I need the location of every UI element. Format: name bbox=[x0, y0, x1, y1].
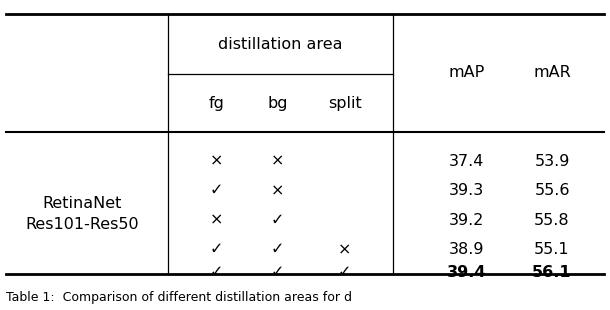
Text: ✓: ✓ bbox=[271, 242, 284, 257]
Text: bg: bg bbox=[267, 95, 288, 111]
Text: ×: × bbox=[338, 242, 351, 257]
Text: ✓: ✓ bbox=[338, 265, 351, 280]
Text: ✓: ✓ bbox=[271, 265, 284, 280]
Text: distillation area: distillation area bbox=[218, 37, 343, 52]
Text: split: split bbox=[328, 95, 362, 111]
Text: 56.1: 56.1 bbox=[533, 265, 572, 280]
Text: 39.2: 39.2 bbox=[449, 213, 484, 228]
Text: fg: fg bbox=[209, 95, 224, 111]
Text: 37.4: 37.4 bbox=[449, 154, 484, 169]
Text: ×: × bbox=[271, 183, 284, 198]
Text: ✓: ✓ bbox=[210, 183, 223, 198]
Text: 38.9: 38.9 bbox=[449, 242, 484, 257]
Text: 55.1: 55.1 bbox=[534, 242, 570, 257]
Text: ×: × bbox=[271, 154, 284, 169]
Text: ×: × bbox=[210, 154, 223, 169]
Text: ×: × bbox=[210, 213, 223, 228]
Text: 39.3: 39.3 bbox=[449, 183, 484, 198]
Text: mAP: mAP bbox=[448, 65, 485, 80]
Text: RetinaNet
Res101-Res50: RetinaNet Res101-Res50 bbox=[26, 196, 139, 232]
Text: mAR: mAR bbox=[533, 65, 571, 80]
Text: 39.4: 39.4 bbox=[447, 265, 486, 280]
Text: 55.8: 55.8 bbox=[534, 213, 570, 228]
Text: 53.9: 53.9 bbox=[534, 154, 570, 169]
Text: Table 1:  Comparison of different distillation areas for d: Table 1: Comparison of different distill… bbox=[6, 291, 352, 304]
Text: ✓: ✓ bbox=[210, 265, 223, 280]
Text: 55.6: 55.6 bbox=[534, 183, 570, 198]
Text: ✓: ✓ bbox=[271, 213, 284, 228]
Text: ✓: ✓ bbox=[210, 242, 223, 257]
